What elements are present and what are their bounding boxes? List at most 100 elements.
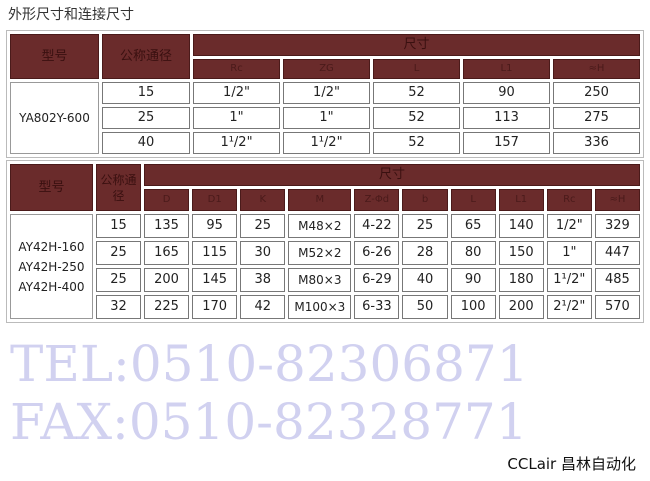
header-col: K — [240, 189, 286, 211]
cell: 50 — [402, 295, 448, 319]
cell: 52 — [373, 132, 460, 154]
cell: 170 — [192, 295, 238, 319]
cell: 100 — [450, 295, 496, 319]
cell: 2¹/2" — [546, 295, 592, 319]
header-size: 尺寸 — [144, 164, 640, 186]
cell: 485 — [594, 268, 640, 292]
header-col: L — [450, 189, 496, 211]
cell: 40 — [402, 268, 448, 292]
cell: 90 — [463, 82, 550, 104]
cell: 25 — [96, 268, 141, 292]
model-name: AY42H-400 — [18, 279, 85, 294]
cell: 150 — [498, 241, 544, 265]
cell: 6-29 — [354, 268, 400, 292]
cell: 6-26 — [354, 241, 400, 265]
cell: 165 — [144, 241, 190, 265]
model-cell: AY42H-160 AY42H-250 AY42H-400 — [10, 214, 93, 319]
header-col: Rc — [546, 189, 592, 211]
header-col: D1 — [192, 189, 238, 211]
cell: 200 — [144, 268, 190, 292]
cell: 1/2" — [193, 82, 280, 104]
cell: 25 — [102, 107, 190, 129]
cell: 65 — [450, 214, 496, 238]
cell: 336 — [553, 132, 640, 154]
cell: 52 — [373, 82, 460, 104]
header-dn: 公称通径 — [102, 34, 190, 79]
cell: 113 — [463, 107, 550, 129]
cell: 115 — [192, 241, 238, 265]
header-col: ≈H — [594, 189, 640, 211]
watermark-fax: FAX:0510-82328771 — [10, 393, 528, 451]
cell: 570 — [594, 295, 640, 319]
header-col: D — [144, 189, 190, 211]
header-col: ≈H — [553, 59, 640, 79]
dimension-table-ay42h: 型号 公称通径 尺寸 D D1 K M Z-Φd b L L1 Rc ≈H AY42H-160 AY… — [6, 160, 644, 323]
cell: 200 — [498, 295, 544, 319]
table-row: 25 200 145 38 M80×3 6-29 40 90 180 1¹/2" 485 — [10, 268, 640, 292]
cell: 42 — [240, 295, 286, 319]
header-col: L1 — [463, 59, 550, 79]
cell: 275 — [553, 107, 640, 129]
watermark-tel: TEL:0510-82306871 — [10, 335, 529, 393]
cell: 225 — [144, 295, 190, 319]
cell: 28 — [402, 241, 448, 265]
cell: 447 — [594, 241, 640, 265]
cell: 15 — [102, 82, 190, 104]
cell: 1" — [546, 241, 592, 265]
header-col: L — [373, 59, 460, 79]
model-cell: YA802Y-600 — [10, 82, 99, 154]
cell: 25 — [402, 214, 448, 238]
cell: 135 — [144, 214, 190, 238]
cell: 180 — [498, 268, 544, 292]
table-row: YA802Y-600 15 1/2" 1/2" 52 90 250 — [10, 82, 640, 154]
table-row: 40 1¹/2" 1¹/2" 52 157 336 — [10, 132, 640, 154]
cell: 250 — [553, 82, 640, 104]
cell: 80 — [450, 241, 496, 265]
cell: 6-33 — [354, 295, 400, 319]
dimension-table-ya802y: 型号 公称通径 尺寸 Rc ZG L L1 ≈H YA802Y-600 15 1/… — [6, 30, 644, 158]
cell: 4-22 — [354, 214, 400, 238]
cell: 30 — [240, 241, 286, 265]
cell: 15 — [96, 214, 141, 238]
cell: M48×2 — [288, 214, 352, 238]
header-model: 型号 — [10, 34, 99, 79]
table-row: 32 225 170 42 M100×3 6-33 50 100 200 2¹/2" 570 — [10, 295, 640, 319]
cell: 90 — [450, 268, 496, 292]
cell: 1" — [193, 107, 280, 129]
header-col: L1 — [498, 189, 544, 211]
cell: 25 — [240, 214, 286, 238]
cell: M80×3 — [288, 268, 352, 292]
header-col: M — [288, 189, 352, 211]
table-row: 25 1" 1" 52 113 275 — [10, 107, 640, 129]
logo-text: CCLair 昌林自动化 — [507, 455, 636, 473]
header-size: 尺寸 — [193, 34, 640, 56]
cell: 25 — [96, 241, 141, 265]
cell: 140 — [498, 214, 544, 238]
table-row: AY42H-160 AY42H-250 AY42H-400 15 135 95 25 M48×… — [10, 214, 640, 319]
cell: 1¹/2" — [546, 268, 592, 292]
cell: 32 — [96, 295, 141, 319]
cell: M100×3 — [288, 295, 352, 319]
cell: 95 — [192, 214, 238, 238]
cell: 157 — [463, 132, 550, 154]
header-col: Z-Φd — [354, 189, 400, 211]
header-col: Rc — [193, 59, 280, 79]
model-name: AY42H-160 — [18, 239, 85, 254]
cell: 52 — [373, 107, 460, 129]
cell: 145 — [192, 268, 238, 292]
cell: 40 — [102, 132, 190, 154]
cell: 1" — [283, 107, 370, 129]
cell: 329 — [594, 214, 640, 238]
table-row: 25 165 115 30 M52×2 6-26 28 80 150 1" 447 — [10, 241, 640, 265]
header-dn: 公称通径 — [96, 164, 141, 211]
cell: 1¹/2" — [283, 132, 370, 154]
cell: M52×2 — [288, 241, 352, 265]
cell: 1¹/2" — [193, 132, 280, 154]
cell: 1/2" — [283, 82, 370, 104]
cell: 1/2" — [546, 214, 592, 238]
header-model: 型号 — [10, 164, 93, 211]
model-name: AY42H-250 — [18, 259, 85, 274]
cell: 38 — [240, 268, 286, 292]
header-col: ZG — [283, 59, 370, 79]
page-title: 外形尺寸和连接尺寸 — [8, 7, 134, 23]
